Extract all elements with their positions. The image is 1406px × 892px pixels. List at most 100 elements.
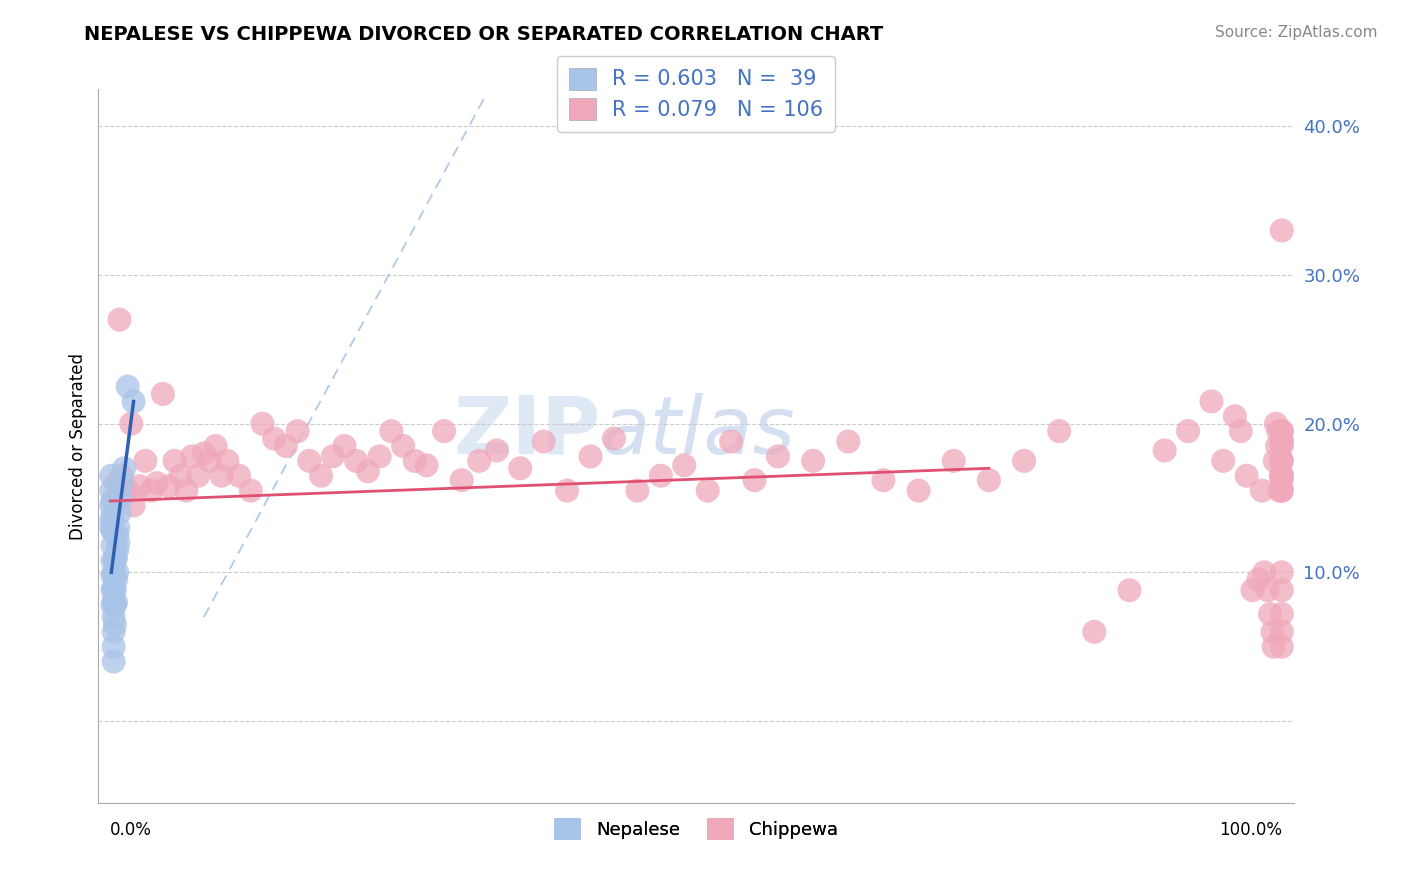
Point <box>392 439 415 453</box>
Point <box>287 424 309 438</box>
Point <box>1265 417 1288 431</box>
Point <box>108 506 131 520</box>
Point <box>1229 424 1253 438</box>
Point <box>263 432 285 446</box>
Point <box>101 553 124 567</box>
Point <box>100 468 122 483</box>
Point <box>103 610 125 624</box>
Point <box>157 479 180 493</box>
Point <box>1271 483 1294 498</box>
Point <box>274 439 297 453</box>
Point <box>103 640 125 654</box>
Point <box>122 394 145 409</box>
Point <box>1251 483 1274 498</box>
Point <box>309 468 332 483</box>
Point <box>1153 443 1175 458</box>
Point <box>104 617 127 632</box>
Point <box>333 439 356 453</box>
Point <box>100 499 122 513</box>
Point <box>101 494 124 508</box>
Point <box>603 432 626 446</box>
Point <box>105 528 128 542</box>
Point <box>673 458 696 473</box>
Point <box>204 439 226 453</box>
Point <box>120 417 142 431</box>
Point <box>112 461 135 475</box>
Point <box>1271 424 1294 438</box>
Point <box>650 468 672 483</box>
Point <box>103 624 125 639</box>
Point <box>1271 223 1294 237</box>
Point <box>1271 468 1294 483</box>
Point <box>1271 640 1294 654</box>
Point <box>322 450 344 464</box>
Point <box>1212 454 1234 468</box>
Point <box>468 454 491 468</box>
Point <box>404 454 426 468</box>
Point <box>101 568 124 582</box>
Point <box>104 583 127 598</box>
Point <box>485 443 508 458</box>
Point <box>103 595 125 609</box>
Point <box>837 434 859 449</box>
Point <box>720 434 742 449</box>
Point <box>108 312 131 326</box>
Text: 0.0%: 0.0% <box>110 821 152 838</box>
Point <box>104 568 127 582</box>
Point <box>555 483 578 498</box>
Text: ZIP: ZIP <box>453 392 600 471</box>
Point <box>181 450 204 464</box>
Point <box>626 483 648 498</box>
Point <box>128 479 150 493</box>
Point <box>101 583 124 598</box>
Point <box>122 499 145 513</box>
Point <box>107 521 129 535</box>
Point <box>1177 424 1199 438</box>
Point <box>298 454 321 468</box>
Point <box>105 566 128 580</box>
Point <box>509 461 531 475</box>
Point <box>239 483 262 498</box>
Point <box>169 468 191 483</box>
Point <box>100 513 122 527</box>
Point <box>380 424 402 438</box>
Point <box>1270 468 1292 483</box>
Point <box>101 524 124 538</box>
Point <box>103 566 125 580</box>
Text: Source: ZipAtlas.com: Source: ZipAtlas.com <box>1215 25 1378 40</box>
Legend: Nepalese, Chippewa: Nepalese, Chippewa <box>547 811 845 847</box>
Point <box>1271 468 1294 483</box>
Point <box>107 535 129 549</box>
Point <box>1083 624 1105 639</box>
Point <box>1201 394 1223 409</box>
Point <box>766 450 789 464</box>
Point <box>1223 409 1246 424</box>
Point <box>1267 424 1289 438</box>
Point <box>198 454 221 468</box>
Point <box>163 454 186 468</box>
Point <box>1271 454 1294 468</box>
Point <box>450 473 472 487</box>
Point <box>1236 468 1258 483</box>
Point <box>1271 566 1294 580</box>
Point <box>193 446 215 460</box>
Point <box>100 483 122 498</box>
Point <box>111 468 134 483</box>
Point <box>117 379 139 393</box>
Point <box>141 483 163 498</box>
Point <box>1265 439 1288 453</box>
Point <box>187 468 209 483</box>
Point <box>1118 583 1140 598</box>
Point <box>174 483 197 498</box>
Point <box>357 464 380 478</box>
Point <box>1241 583 1264 598</box>
Point <box>252 417 274 431</box>
Point <box>217 454 239 468</box>
Point <box>1264 454 1286 468</box>
Point <box>1271 439 1294 453</box>
Point <box>117 483 139 498</box>
Point <box>105 543 128 558</box>
Point <box>105 476 128 491</box>
Point <box>977 473 1000 487</box>
Text: 100.0%: 100.0% <box>1219 821 1282 838</box>
